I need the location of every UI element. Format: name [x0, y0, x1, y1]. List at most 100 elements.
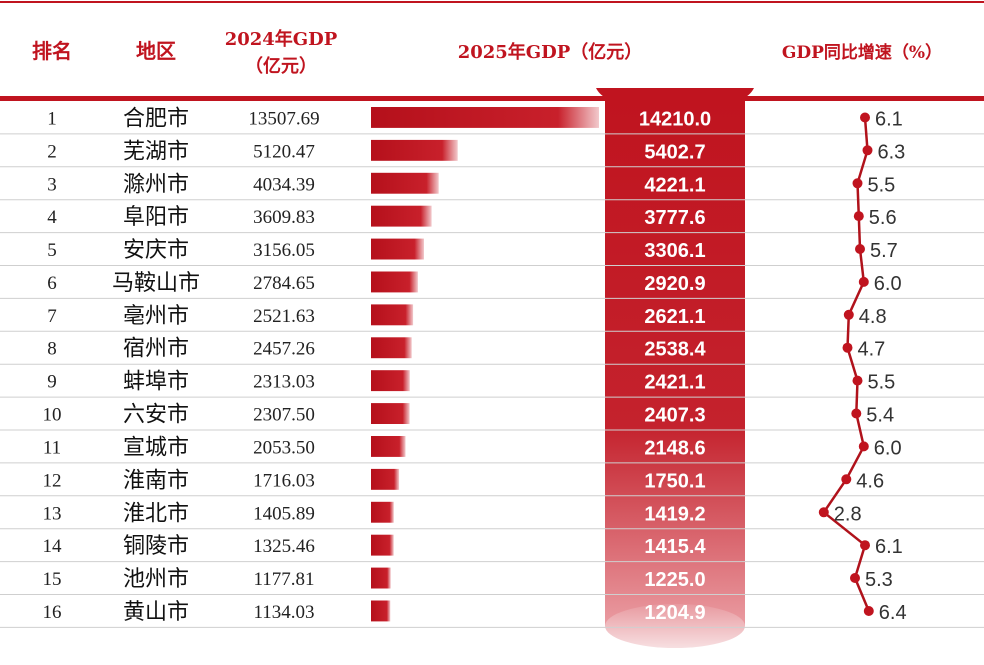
gdp2025-bar: [371, 238, 424, 260]
growth-point: [851, 408, 862, 419]
gdp2025-bar: [371, 370, 410, 392]
growth-value-label: 5.4: [866, 405, 894, 427]
gdp2025-value-label: 2407.3: [644, 405, 705, 427]
header-underline: [0, 96, 984, 101]
gdp2024-cell: 2053.50: [253, 437, 315, 458]
gdp2024-cell: 2307.50: [253, 405, 315, 426]
gdp2025-value-label: 3306.1: [644, 240, 705, 262]
gdp2025-value-label: 2920.9: [644, 273, 705, 295]
gdp2024-cell: 1405.89: [253, 503, 315, 524]
gdp2025-value-label: 1204.9: [644, 602, 705, 624]
rank-cell: 5: [47, 240, 57, 261]
rank-cell: 9: [47, 372, 57, 393]
gdp2025-value-label: 1415.4: [644, 536, 706, 558]
header-gdp2024-line1: 2024年GDP: [225, 28, 338, 50]
gdp2025-bar: [371, 534, 394, 556]
rank-cell: 12: [43, 470, 62, 491]
gdp2025-bar: [371, 271, 418, 293]
gdp2025-bar: [371, 600, 391, 622]
growth-value-label: 6.1: [875, 109, 903, 131]
gdp2025-bar: [371, 567, 391, 589]
gdp2025-bar: [371, 139, 458, 161]
gdp2024-cell: 3609.83: [253, 207, 315, 228]
gdp2025-bar: [371, 403, 410, 424]
gdp2025-bar: [371, 107, 599, 128]
growth-point: [818, 507, 829, 518]
growth-point: [860, 540, 870, 551]
growth-value-label: 4.8: [859, 306, 887, 328]
rank-cell: 15: [43, 569, 62, 590]
growth-value-label: 6.1: [875, 536, 903, 558]
growth-point: [850, 573, 860, 583]
gdp2024-cell: 2457.26: [253, 339, 315, 360]
gdp2024-cell: 2313.03: [253, 372, 315, 393]
rank-cell: 13: [43, 503, 62, 524]
growth-value-label: 5.5: [868, 372, 896, 394]
city-cell: 马鞍山市: [112, 271, 200, 296]
gdp2025-column-bottom: [605, 604, 745, 648]
city-cell: 宣城市: [123, 435, 189, 460]
rank-cell: 2: [47, 141, 57, 162]
growth-line: 6.1 6.3 5.5 5.6 5.7 6.0 4.8 4.7 5.5 5.4 6.0 4.6 2.8 6…: [818, 109, 907, 624]
growth-value-label: 4.7: [858, 339, 886, 361]
growth-value-label: 5.5: [868, 174, 896, 196]
city-cell: 宿州市: [123, 337, 189, 362]
city-cell: 芜湖市: [123, 139, 189, 164]
city-cell: 亳州市: [123, 304, 189, 329]
gdp2024-cell: 3156.05: [253, 240, 315, 261]
header-gdp2024-line2: （亿元）: [245, 55, 317, 77]
city-cell: 铜陵市: [123, 534, 189, 559]
gdp2025-bar: [371, 501, 394, 523]
growth-value-label: 6.0: [874, 437, 902, 459]
rank-cell: 6: [47, 273, 57, 294]
gdp2025-value-label: 2538.4: [644, 339, 706, 361]
gdp2025-value-label: 2421.1: [644, 372, 705, 394]
city-cell: 滁州市: [123, 172, 189, 197]
gdp2025-value-label: 2621.1: [644, 306, 705, 328]
growth-value-label: 5.3: [865, 569, 893, 591]
gdp2025-value-label: 1419.2: [644, 503, 705, 525]
rank-cell: 10: [43, 405, 62, 426]
city-cell: 池州市: [123, 567, 189, 592]
growth-point: [843, 309, 854, 320]
gdp2024-cell: 1325.46: [253, 536, 315, 557]
rank-cell: 7: [47, 306, 57, 327]
gdp2025-bar: [371, 172, 439, 194]
rank-cell: 3: [47, 174, 57, 195]
growth-point: [842, 342, 853, 353]
rank-cell: 4: [47, 207, 57, 228]
header-gdp2025: 2025年GDP（亿元）: [458, 41, 643, 63]
growth-value-label: 2.8: [834, 503, 862, 525]
rank-cell: 11: [43, 437, 61, 458]
header-growth: GDP同比增速（%）: [782, 42, 942, 63]
growth-point: [853, 211, 864, 222]
growth-value-label: 6.0: [874, 273, 902, 295]
city-cell: 淮南市: [123, 468, 189, 493]
gdp2025-bar: [371, 205, 432, 227]
column-tab: [596, 88, 754, 100]
gdp2024-cell: 5120.47: [253, 141, 315, 162]
gdp2025-value-label: 14210.0: [639, 109, 711, 131]
header-region: 地区: [136, 39, 176, 63]
city-cell: 安庆市: [123, 238, 189, 263]
growth-point: [858, 441, 869, 452]
header-rank: 排名: [32, 39, 72, 63]
table-rows: 1 合肥市 13507.69 2 芜湖市 5120.47 3 滁州市 4034.39 4 阜阳市 36…: [0, 107, 984, 628]
gdp2024-cell: 13507.69: [248, 109, 319, 130]
growth-point: [862, 145, 873, 156]
growth-point: [855, 244, 865, 254]
city-cell: 阜阳市: [123, 205, 189, 230]
gdp2025-bar: [371, 304, 414, 326]
rank-cell: 14: [43, 536, 63, 557]
growth-value-label: 6.3: [878, 141, 906, 163]
gdp2025-values: 14210.0 5402.7 4221.1 3777.6 3306.1 2920.9 262…: [639, 109, 711, 625]
city-cell: 六安市: [123, 403, 189, 428]
growth-point: [858, 276, 869, 287]
rank-cell: 8: [47, 339, 57, 360]
gdp2025-bar: [371, 468, 400, 490]
gdp2024-cell: 4034.39: [253, 174, 315, 195]
city-cell: 合肥市: [123, 107, 189, 132]
gdp2025-value-label: 5402.7: [644, 141, 705, 163]
